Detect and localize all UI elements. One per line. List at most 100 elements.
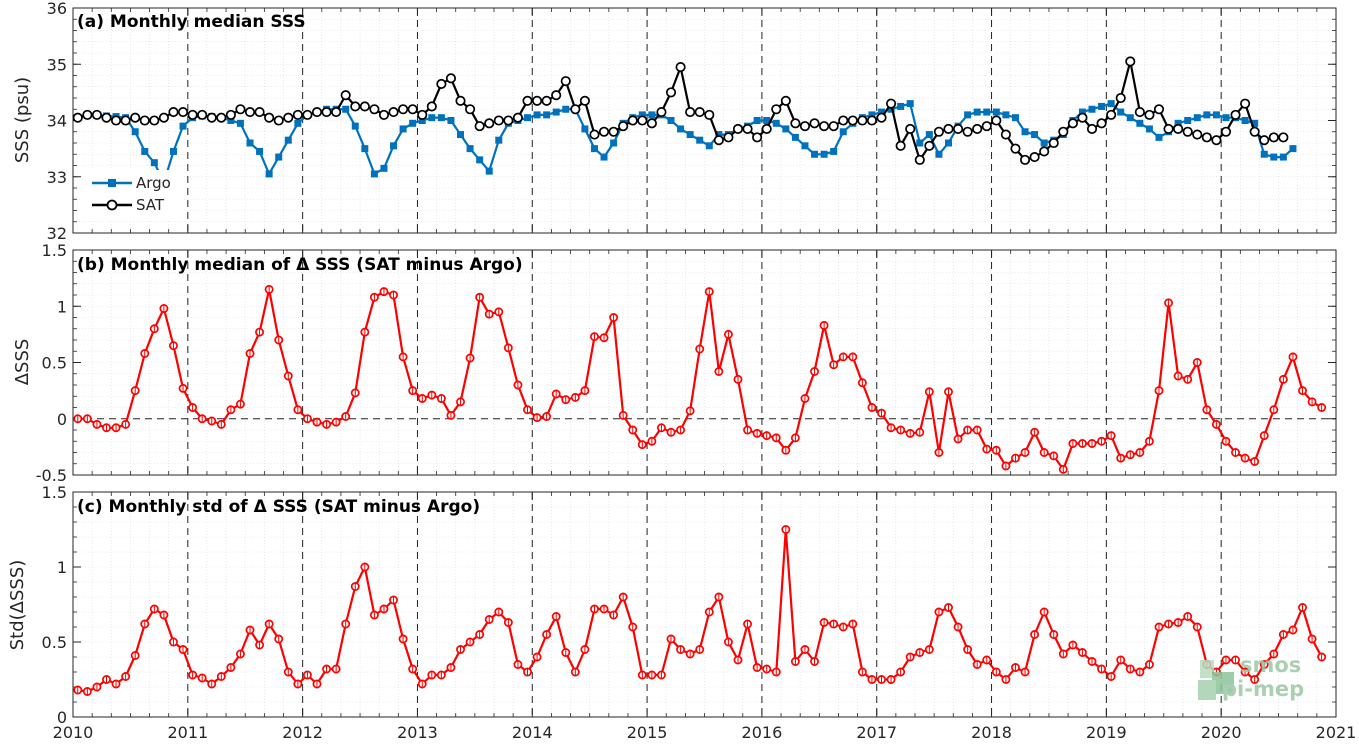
panel-b-title: (b) Monthly median of Δ SSS (SAT minus A… (77, 255, 523, 275)
logo-square-2 (1212, 672, 1234, 694)
argo-data-point (944, 139, 952, 147)
argo-data-point (552, 108, 560, 116)
sat-data-point (244, 107, 256, 118)
y-tick-label: 0.5 (42, 633, 67, 652)
sat-data-point (1220, 126, 1232, 137)
panel-a-title: (a) Monthly median SSS (77, 12, 306, 32)
sat-data-point (82, 109, 93, 120)
argo-data-point (1117, 108, 1125, 116)
argo-data-point (705, 142, 713, 150)
sat-data-point (713, 135, 724, 146)
sat-data-point (809, 118, 820, 129)
argo-data-point (370, 170, 378, 178)
sat-data-point (455, 95, 466, 106)
argo-data-point (763, 117, 771, 124)
panel-a-monthly-median-sss: 32 33 34 35 36 (47, 0, 1337, 243)
argo-data-point (820, 150, 828, 158)
sat-data-point (761, 123, 772, 134)
argo-data-point (610, 139, 618, 147)
y-tick-label: 32 (47, 224, 67, 243)
argo-data-point (964, 111, 972, 119)
sat-data-point (646, 118, 657, 129)
argo-data-point (1289, 145, 1297, 153)
argo-data-point (868, 111, 876, 119)
argo-data-point (342, 105, 350, 113)
delta-series-line (77, 528, 1323, 693)
sat-data-point (522, 95, 533, 106)
argo-data-point (466, 145, 474, 153)
argo-data-point (801, 142, 809, 150)
y-tick-label: 0 (57, 708, 67, 727)
sat-data-point (350, 101, 361, 112)
sat-data-point (1192, 129, 1203, 140)
argo-data-point (1145, 125, 1153, 133)
x-tick-label: 2014 (512, 723, 553, 742)
x-tick-label: 2013 (397, 723, 438, 742)
argo-data-point (916, 139, 924, 147)
sat-data-point (675, 62, 686, 73)
argo-data-point (811, 150, 819, 158)
argo-data-point (361, 145, 369, 153)
smos-pi-mep-logo: smos pi-mep (1198, 653, 1304, 701)
sat-data-point (771, 104, 782, 115)
argo-data-point (1011, 114, 1019, 122)
sat-data-point (847, 115, 858, 126)
sat-data-point (254, 107, 265, 118)
argo-data-point (667, 117, 675, 124)
argo-data-point (1260, 150, 1268, 158)
argo-data-point (179, 122, 187, 130)
argo-data-point (437, 114, 445, 122)
legend: Argo SAT (82, 170, 182, 220)
year-grid (187, 250, 1222, 475)
argo-data-point (839, 128, 847, 136)
argo-data-point (878, 108, 886, 116)
argo-data-point (1155, 133, 1163, 141)
sat-data-point (331, 107, 342, 118)
minor-grid (73, 492, 1336, 717)
sat-data-point (541, 95, 552, 106)
sat-data-point (685, 107, 696, 118)
argo-data-point (590, 145, 598, 153)
argo-data-point (782, 125, 790, 133)
sat-data-point (742, 123, 753, 134)
sat-data-point (886, 98, 897, 109)
sat-data-point (1029, 152, 1040, 163)
argo-data-point (447, 117, 455, 124)
sat-data-point (493, 115, 504, 126)
sat-data-point (197, 109, 208, 120)
argo-data-point (457, 131, 465, 139)
y-tick-label: 36 (47, 0, 67, 18)
sat-data-point (627, 115, 638, 126)
legend-label-argo: Argo (136, 174, 171, 192)
argo-data-point (150, 159, 158, 167)
sat-data-point (895, 140, 906, 151)
logo-square-1 (1200, 660, 1214, 678)
x-tick-label: 2017 (856, 723, 897, 742)
sat-data-point (608, 126, 619, 137)
sat-data-point (704, 109, 715, 120)
sat-data-point (378, 109, 390, 120)
sat-data-point (120, 115, 131, 126)
panel-b-monthly-median-delta-sss: -0.5 0 0.5 1 1.5 (36, 241, 1337, 485)
argo-data-point (887, 105, 895, 113)
legend-box (82, 170, 182, 220)
argo-data-point (476, 156, 484, 164)
sat-data-point (1125, 56, 1136, 67)
sat-data-point (311, 107, 323, 118)
logo-text-pi-mep: pi-mep (1222, 677, 1304, 701)
sat-data-point (1115, 92, 1126, 104)
sat-data-point (91, 109, 102, 120)
sat-data-point (321, 107, 332, 118)
sat-data-point (302, 109, 313, 120)
sat-data-point (914, 154, 925, 165)
argo-data-point (1078, 108, 1086, 116)
sat-data-point (1058, 126, 1069, 137)
sat-data-point (857, 115, 868, 126)
argo-data-point (581, 125, 589, 133)
legend-marker-argo (108, 179, 116, 187)
sat-data-point (589, 129, 600, 140)
x-tick-label: 2015 (627, 723, 668, 742)
argo-data-point (131, 128, 139, 136)
sat-data-point (943, 123, 954, 134)
